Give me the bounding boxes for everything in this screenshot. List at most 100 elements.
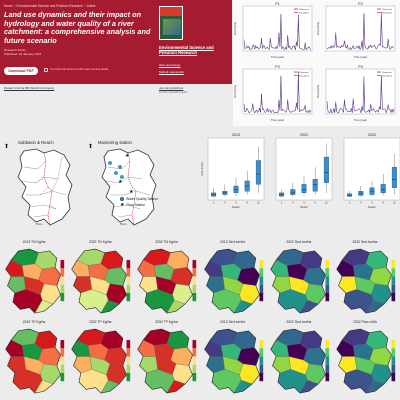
ts-panel-title: P1 — [275, 2, 279, 6]
colorbar-segment — [126, 364, 131, 373]
boxplot-box — [380, 184, 386, 194]
boxplot-tick-label: 9 — [247, 201, 249, 204]
colorbar-segment — [391, 260, 396, 269]
choropleth-map — [137, 328, 197, 394]
colorbar-segment — [60, 292, 65, 302]
boxplot-tick-label: 12 — [257, 201, 260, 204]
legend-simulated-label: Simulated — [299, 75, 310, 78]
colorbar-segment — [192, 372, 197, 382]
guidelines-link[interactable]: Journal guidelines — [159, 86, 184, 90]
choropleth-title: 2022 TP Kg/ha — [88, 320, 112, 324]
boxplot-tick-label: 1 — [281, 201, 283, 204]
boxplot-box — [290, 189, 296, 195]
boxplot-tick-label: 12 — [393, 201, 396, 204]
choropleth-title: 2013 Sed ton/ha — [220, 320, 246, 324]
choropleth-title: 2022 Sed ton/ha — [286, 320, 312, 324]
choropleth-title: 2022 TN Kg/ha — [88, 240, 112, 244]
ts-xlabel: Time (year) — [354, 118, 367, 122]
colorbar-segment — [259, 340, 263, 349]
boxplot-tick-label: 5 — [371, 201, 373, 204]
choropleth-map — [270, 248, 329, 314]
station-map-title: Monitoring station — [98, 140, 132, 145]
journal-name-link[interactable]: Environmental Science and Pollution Rese… — [159, 45, 214, 55]
author-list[interactable]: Pawan Krishna BB Vidushi & Anupam — [4, 86, 55, 90]
open-access-note: You have full access to this open access… — [44, 67, 154, 72]
colorbar-segment — [60, 276, 65, 285]
boxplot-tick-label: 5 — [235, 201, 237, 204]
legend-observed-label: Observed — [299, 8, 309, 11]
ts-panel-title: P3 — [275, 65, 279, 69]
colorbar-segment — [259, 292, 263, 302]
colorbar-segment — [60, 260, 65, 269]
svg-text:★: ★ — [118, 179, 123, 185]
published-date: Published: 04 January 2024 — [4, 52, 42, 57]
colorbar-segment — [391, 268, 396, 277]
breadcrumb: Home › Environmental Science and Pollutio… — [4, 4, 96, 8]
colorbar-segment — [60, 356, 65, 365]
legend-observed-label: Observed — [382, 8, 392, 11]
open-lock-icon — [44, 68, 48, 72]
colorbar-segment — [325, 348, 329, 357]
journal-cover-image[interactable] — [159, 6, 183, 40]
choropleth-outline — [137, 248, 194, 314]
choropleth-outline — [5, 248, 61, 314]
aims-scope-link[interactable]: Aims and scope — [159, 63, 181, 67]
colorbar-segment — [325, 356, 329, 365]
choropleth-outline — [270, 248, 326, 314]
breadcrumb-article[interactable]: Article — [86, 4, 96, 8]
colorbar-segment — [391, 348, 396, 357]
boxplot-svg: 2013 Flow (m³/s) Reach 1 4 5 9 12 2022 Reach 1 4 5 9 1… — [200, 133, 400, 209]
boxplot-tick-label: 4 — [292, 201, 294, 204]
colorbar-segment — [259, 364, 263, 373]
choropleth-outline — [71, 248, 128, 314]
colorbar-segment — [325, 268, 329, 277]
choropleth-outline — [5, 328, 61, 394]
colorbar-segment — [325, 340, 329, 349]
colorbar-segment — [391, 284, 396, 293]
colorbar-segment — [192, 276, 197, 285]
colorbar-segment — [126, 268, 131, 277]
download-pdf-button[interactable]: Download PDF — [4, 67, 38, 75]
colorbar-segment — [391, 356, 396, 365]
sidebar-subtext: environmental impact — [159, 90, 188, 94]
choropleth-map — [5, 248, 65, 314]
subbasin-map-title: Subbasin & Reach — [18, 140, 54, 145]
choropleth-title: 2013 TP Kg/ha — [22, 320, 46, 324]
legend-simulated-label: Simulated — [382, 75, 393, 78]
colorbar-segment — [192, 348, 197, 357]
water-quality-station-icon — [120, 197, 124, 201]
svg-text:★: ★ — [129, 189, 134, 195]
colorbar-segment — [192, 356, 197, 365]
svg-text:★: ★ — [125, 153, 130, 159]
legend-simulated-label: Simulated — [299, 12, 310, 15]
north-arrow-icon-right: ⬆ — [88, 144, 94, 150]
colorbar-segment — [192, 340, 197, 349]
choropleth-map — [137, 248, 197, 314]
boxplot-title: 2022 — [300, 133, 308, 137]
colorbar-segment — [126, 372, 131, 382]
colorbar-segment — [259, 276, 263, 285]
article-type: Research Article — [4, 48, 26, 52]
choropleth-map — [336, 248, 396, 314]
submit-manuscript-link[interactable]: Submit manuscript — [159, 70, 184, 74]
legend-observed-label: Observed — [299, 71, 309, 74]
choropleth-title: 2032 Sed ton/ha — [352, 240, 378, 244]
publication-info: Research Article Published: 04 January 2… — [4, 48, 154, 56]
colorbar-segment — [259, 372, 263, 382]
colorbar-segment — [192, 364, 197, 373]
colorbar-segment — [325, 364, 329, 373]
colorbar-segment — [391, 364, 396, 373]
scale-bar: 5 km — [36, 222, 43, 226]
ts-ylabel: Flow (m³/s) — [233, 22, 237, 35]
ts-observed-line — [326, 12, 395, 51]
breadcrumb-home[interactable]: Home — [4, 4, 13, 8]
boxplot-xlabel: Reach — [300, 205, 308, 209]
choropleth-outline — [336, 328, 392, 394]
open-access-text: You have full access to this open access… — [50, 67, 109, 72]
colorbar-segment — [126, 284, 131, 293]
colorbar-segment — [391, 292, 396, 302]
choropleth-map — [71, 328, 131, 394]
boxplot-xlabel: Reach — [232, 205, 240, 209]
breadcrumb-journal[interactable]: Environmental Science and Pollution Rese… — [16, 4, 83, 8]
